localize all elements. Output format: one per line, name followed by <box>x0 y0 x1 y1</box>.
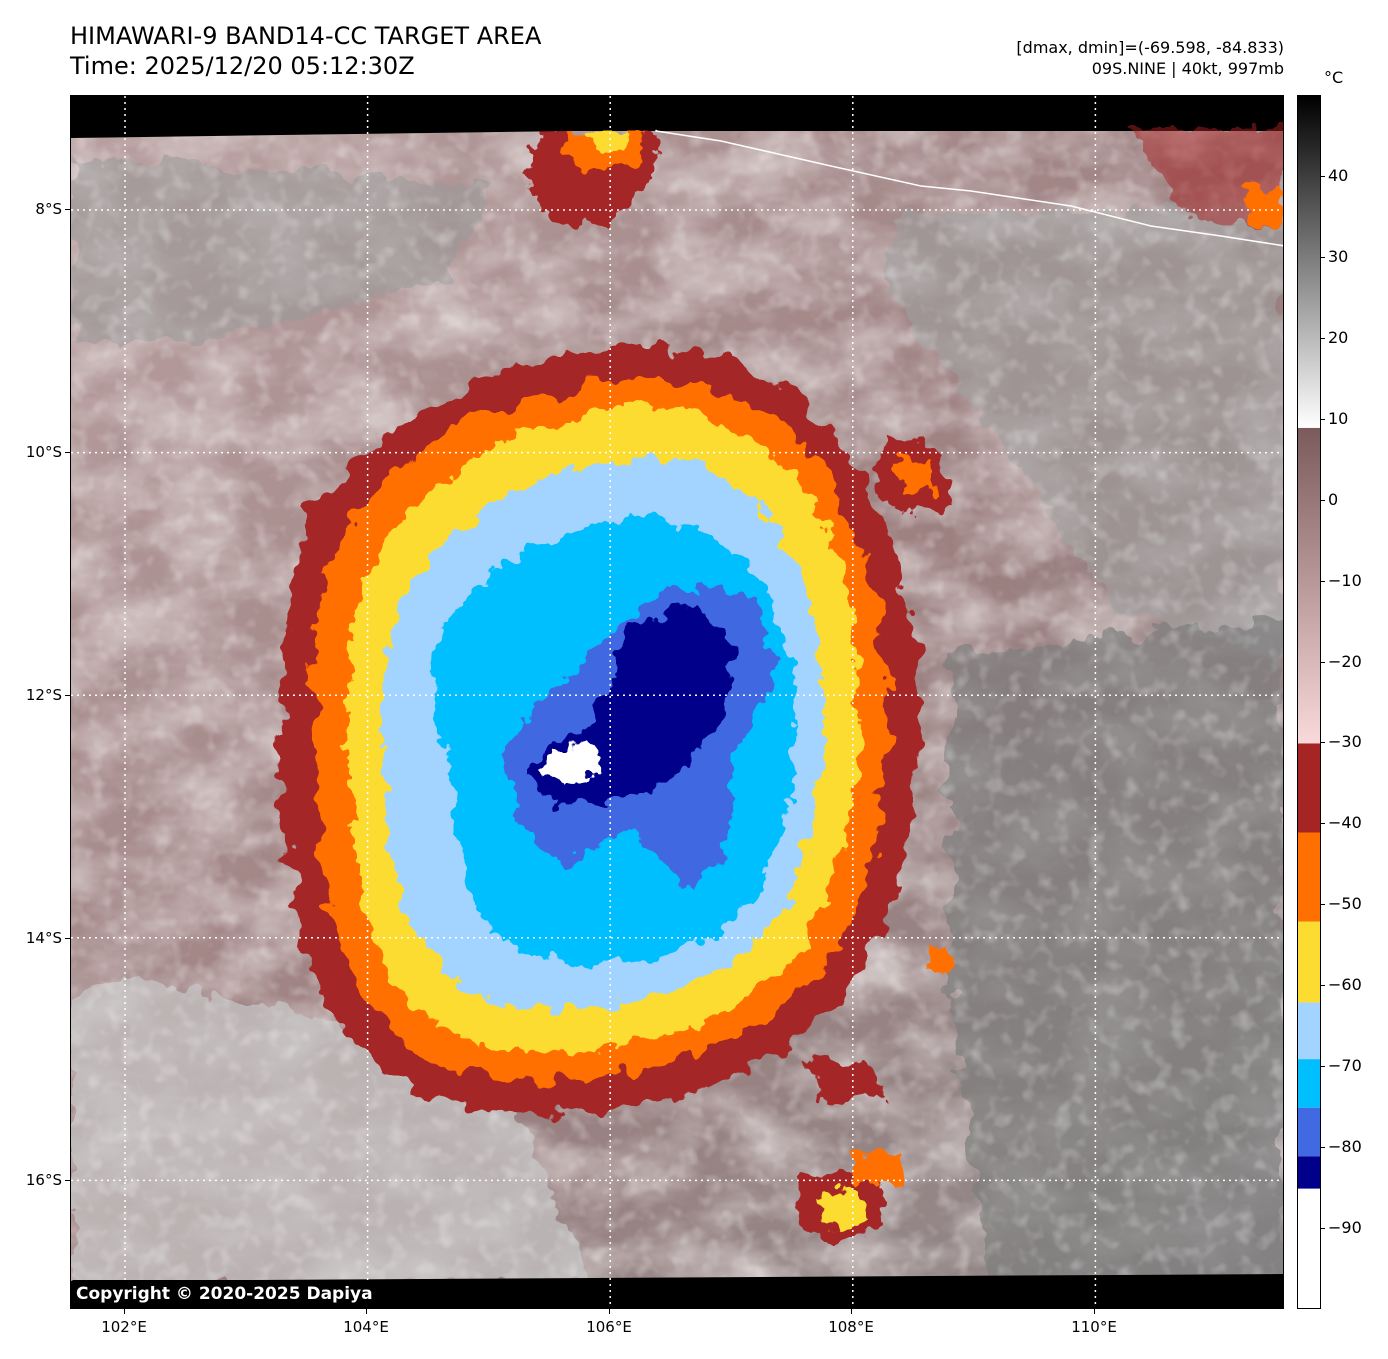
colorbar-tick <box>1320 823 1325 825</box>
colorbar <box>1297 95 1321 1309</box>
colorbar-tick-label: −20 <box>1328 651 1362 671</box>
lon-label: 108°E <box>828 1318 874 1336</box>
lat-label: 14°S <box>25 929 62 947</box>
colorbar-tick <box>1320 985 1325 987</box>
colorbar-gradient <box>1298 427 1320 744</box>
coldest-core <box>544 744 596 784</box>
gridlines <box>71 96 1283 1308</box>
storm-convection <box>281 346 920 1118</box>
colorbar-tick-label: −50 <box>1328 894 1362 914</box>
lat-label: 10°S <box>25 443 62 461</box>
colorbar-tick <box>1320 1147 1325 1149</box>
lat-label: 12°S <box>25 686 62 704</box>
lon-tick <box>366 1309 367 1314</box>
colorbar-tick-label: 30 <box>1328 246 1349 266</box>
colorbar-tick-label: −60 <box>1328 975 1362 995</box>
lat-tick <box>65 938 70 939</box>
chart-title: HIMAWARI-9 BAND14-CC TARGET AREA <box>70 22 542 50</box>
lat-tick <box>65 452 70 453</box>
colorbar-segment <box>1298 1156 1320 1189</box>
colorbar-unit: °C <box>1324 68 1344 87</box>
colorbar-scale <box>1298 96 1320 1308</box>
colorbar-tick <box>1320 661 1325 663</box>
lon-tick <box>124 1309 125 1314</box>
colorbar-segment <box>1298 1107 1320 1157</box>
storm-info: 09S.NINE | 40kt, 997mb <box>1091 59 1284 78</box>
colorbar-tick-label: −10 <box>1328 570 1362 590</box>
colorbar-tick <box>1320 256 1325 258</box>
lat-label: 8°S <box>35 200 62 218</box>
lon-label: 106°E <box>586 1318 632 1336</box>
colorbar-tick <box>1320 175 1325 177</box>
colorbar-tick <box>1320 1066 1325 1068</box>
colorbar-tick-label: 20 <box>1328 327 1349 347</box>
chart-time: Time: 2025/12/20 05:12:30Z <box>70 52 415 80</box>
colorbar-tick-label: 0 <box>1328 489 1339 509</box>
lat-label: 16°S <box>25 1171 62 1189</box>
satellite-map <box>70 95 1284 1309</box>
top-margin <box>71 96 1283 138</box>
lon-label: 102°E <box>101 1318 147 1336</box>
satellite-image <box>71 96 1283 1308</box>
scattered-convection <box>526 126 1283 1246</box>
colorbar-tick-label: 40 <box>1328 165 1349 185</box>
colorbar-tick <box>1320 418 1325 420</box>
lon-tick <box>851 1309 852 1314</box>
colorbar-tick-label: −40 <box>1328 813 1362 833</box>
colorbar-tick <box>1320 904 1325 906</box>
colorbar-segment <box>1298 743 1320 833</box>
colorbar-tick-label: 10 <box>1328 408 1349 428</box>
colorbar-tick-label: −30 <box>1328 732 1362 752</box>
colorbar-tick <box>1320 337 1325 339</box>
colorbar-segment <box>1298 1059 1320 1108</box>
colorbar-segment <box>1298 921 1320 1003</box>
colorbar-tick-label: −80 <box>1328 1137 1362 1157</box>
lat-tick <box>65 695 70 696</box>
colorbar-tick <box>1320 580 1325 582</box>
lon-label: 110°E <box>1071 1318 1117 1336</box>
lat-tick <box>65 1180 70 1181</box>
colorbar-segment <box>1298 1188 1320 1308</box>
colorbar-segment <box>1298 1002 1320 1060</box>
colorbar-tick <box>1320 1228 1325 1230</box>
lon-tick <box>609 1309 610 1314</box>
copyright-label: Copyright © 2020-2025 Dapiya <box>70 1280 379 1308</box>
colorbar-tick <box>1320 499 1325 501</box>
lon-tick <box>1094 1309 1095 1314</box>
lat-tick <box>65 209 70 210</box>
colorbar-tick <box>1320 742 1325 744</box>
colorbar-tick-label: −70 <box>1328 1056 1362 1076</box>
colorbar-gradient <box>1298 96 1320 428</box>
colorbar-tick-label: −90 <box>1328 1218 1362 1238</box>
dmax-dmin-info: [dmax, dmin]=(-69.598, -84.833) <box>1016 38 1284 57</box>
lon-label: 104°E <box>343 1318 389 1336</box>
colorbar-segment <box>1298 832 1320 922</box>
